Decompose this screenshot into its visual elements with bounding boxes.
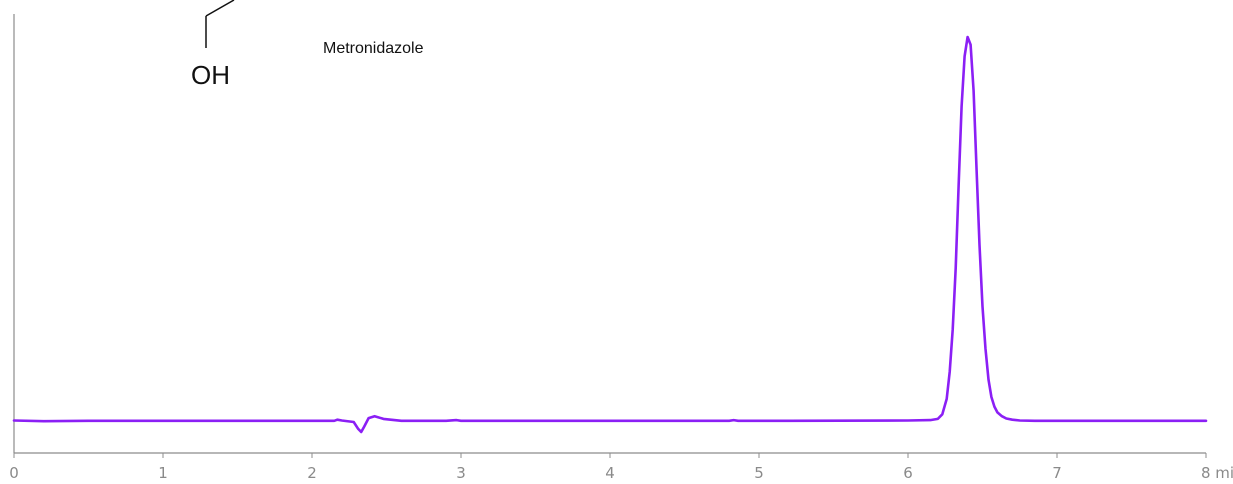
molecule-bond-diagonal <box>205 0 235 17</box>
x-tick-label: 6 <box>903 464 913 482</box>
molecule-structure: OH <box>191 0 235 90</box>
x-axis-ticks: 0 1 2 3 4 5 6 7 8 min <box>9 453 1233 482</box>
x-tick-label: 8 min <box>1201 464 1233 482</box>
x-tick-label: 7 <box>1052 464 1062 482</box>
series-group <box>12 35 1208 434</box>
x-tick-label: 2 <box>307 464 317 482</box>
chromatogram-trace <box>12 35 1208 434</box>
hydroxyl-label: OH <box>191 60 230 90</box>
x-tick-label: 0 <box>9 464 19 482</box>
x-tick-label: 3 <box>456 464 466 482</box>
compound-name-label: Metronidazole <box>323 40 424 57</box>
x-tick-label: 5 <box>754 464 764 482</box>
x-tick-label: 1 <box>158 464 168 482</box>
x-tick-label: 4 <box>605 464 615 482</box>
